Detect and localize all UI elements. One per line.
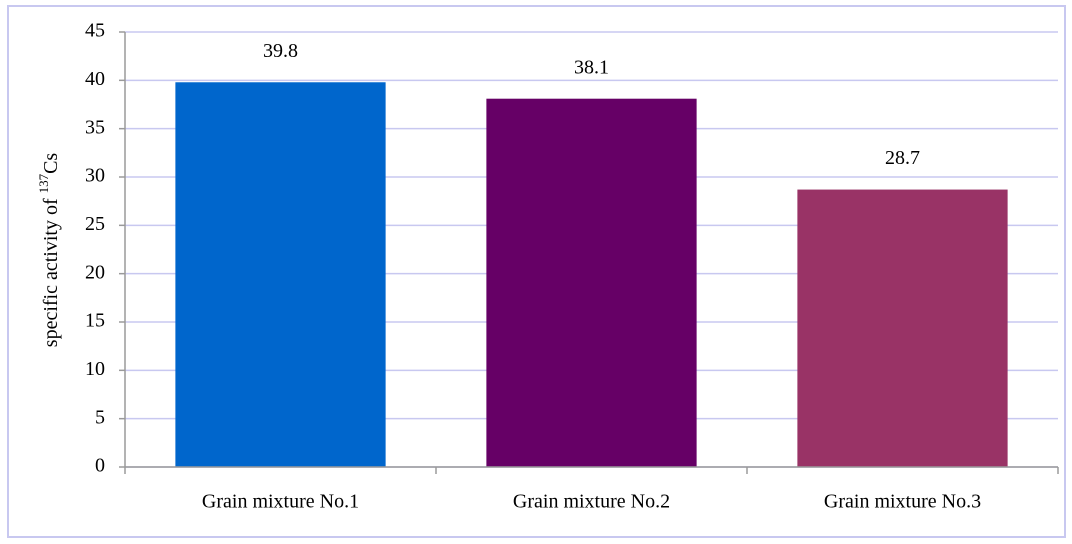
y-axis-label: specific activity of 137Cs — [36, 153, 62, 348]
bar — [486, 98, 697, 467]
x-tick-label: Grain mixture No.1 — [202, 491, 359, 513]
y-tick-label: 40 — [85, 68, 105, 90]
x-tick-label: Grain mixture No.2 — [513, 491, 670, 513]
data-label: 38.1 — [574, 56, 609, 78]
y-tick-label: 15 — [85, 310, 105, 332]
y-tick-label: 0 — [95, 455, 105, 477]
bar — [797, 189, 1008, 468]
y-tick-label: 45 — [85, 20, 105, 42]
y-tick-label: 20 — [85, 261, 105, 283]
data-label: 39.8 — [263, 40, 298, 62]
y-tick-label: 30 — [85, 165, 105, 187]
y-axis-label-tail: Cs — [40, 153, 62, 174]
x-tick-label: Grain mixture No.3 — [824, 491, 981, 513]
y-tick-label: 35 — [85, 116, 105, 138]
bar — [175, 82, 386, 468]
y-tick-label: 25 — [85, 213, 105, 235]
y-tick-label: 5 — [95, 406, 105, 428]
data-label: 28.7 — [885, 147, 920, 169]
y-tick-label: 10 — [85, 358, 105, 380]
y-axis-label-sup: 137 — [36, 173, 51, 193]
y-axis-label-text: specific activity of — [40, 193, 62, 347]
